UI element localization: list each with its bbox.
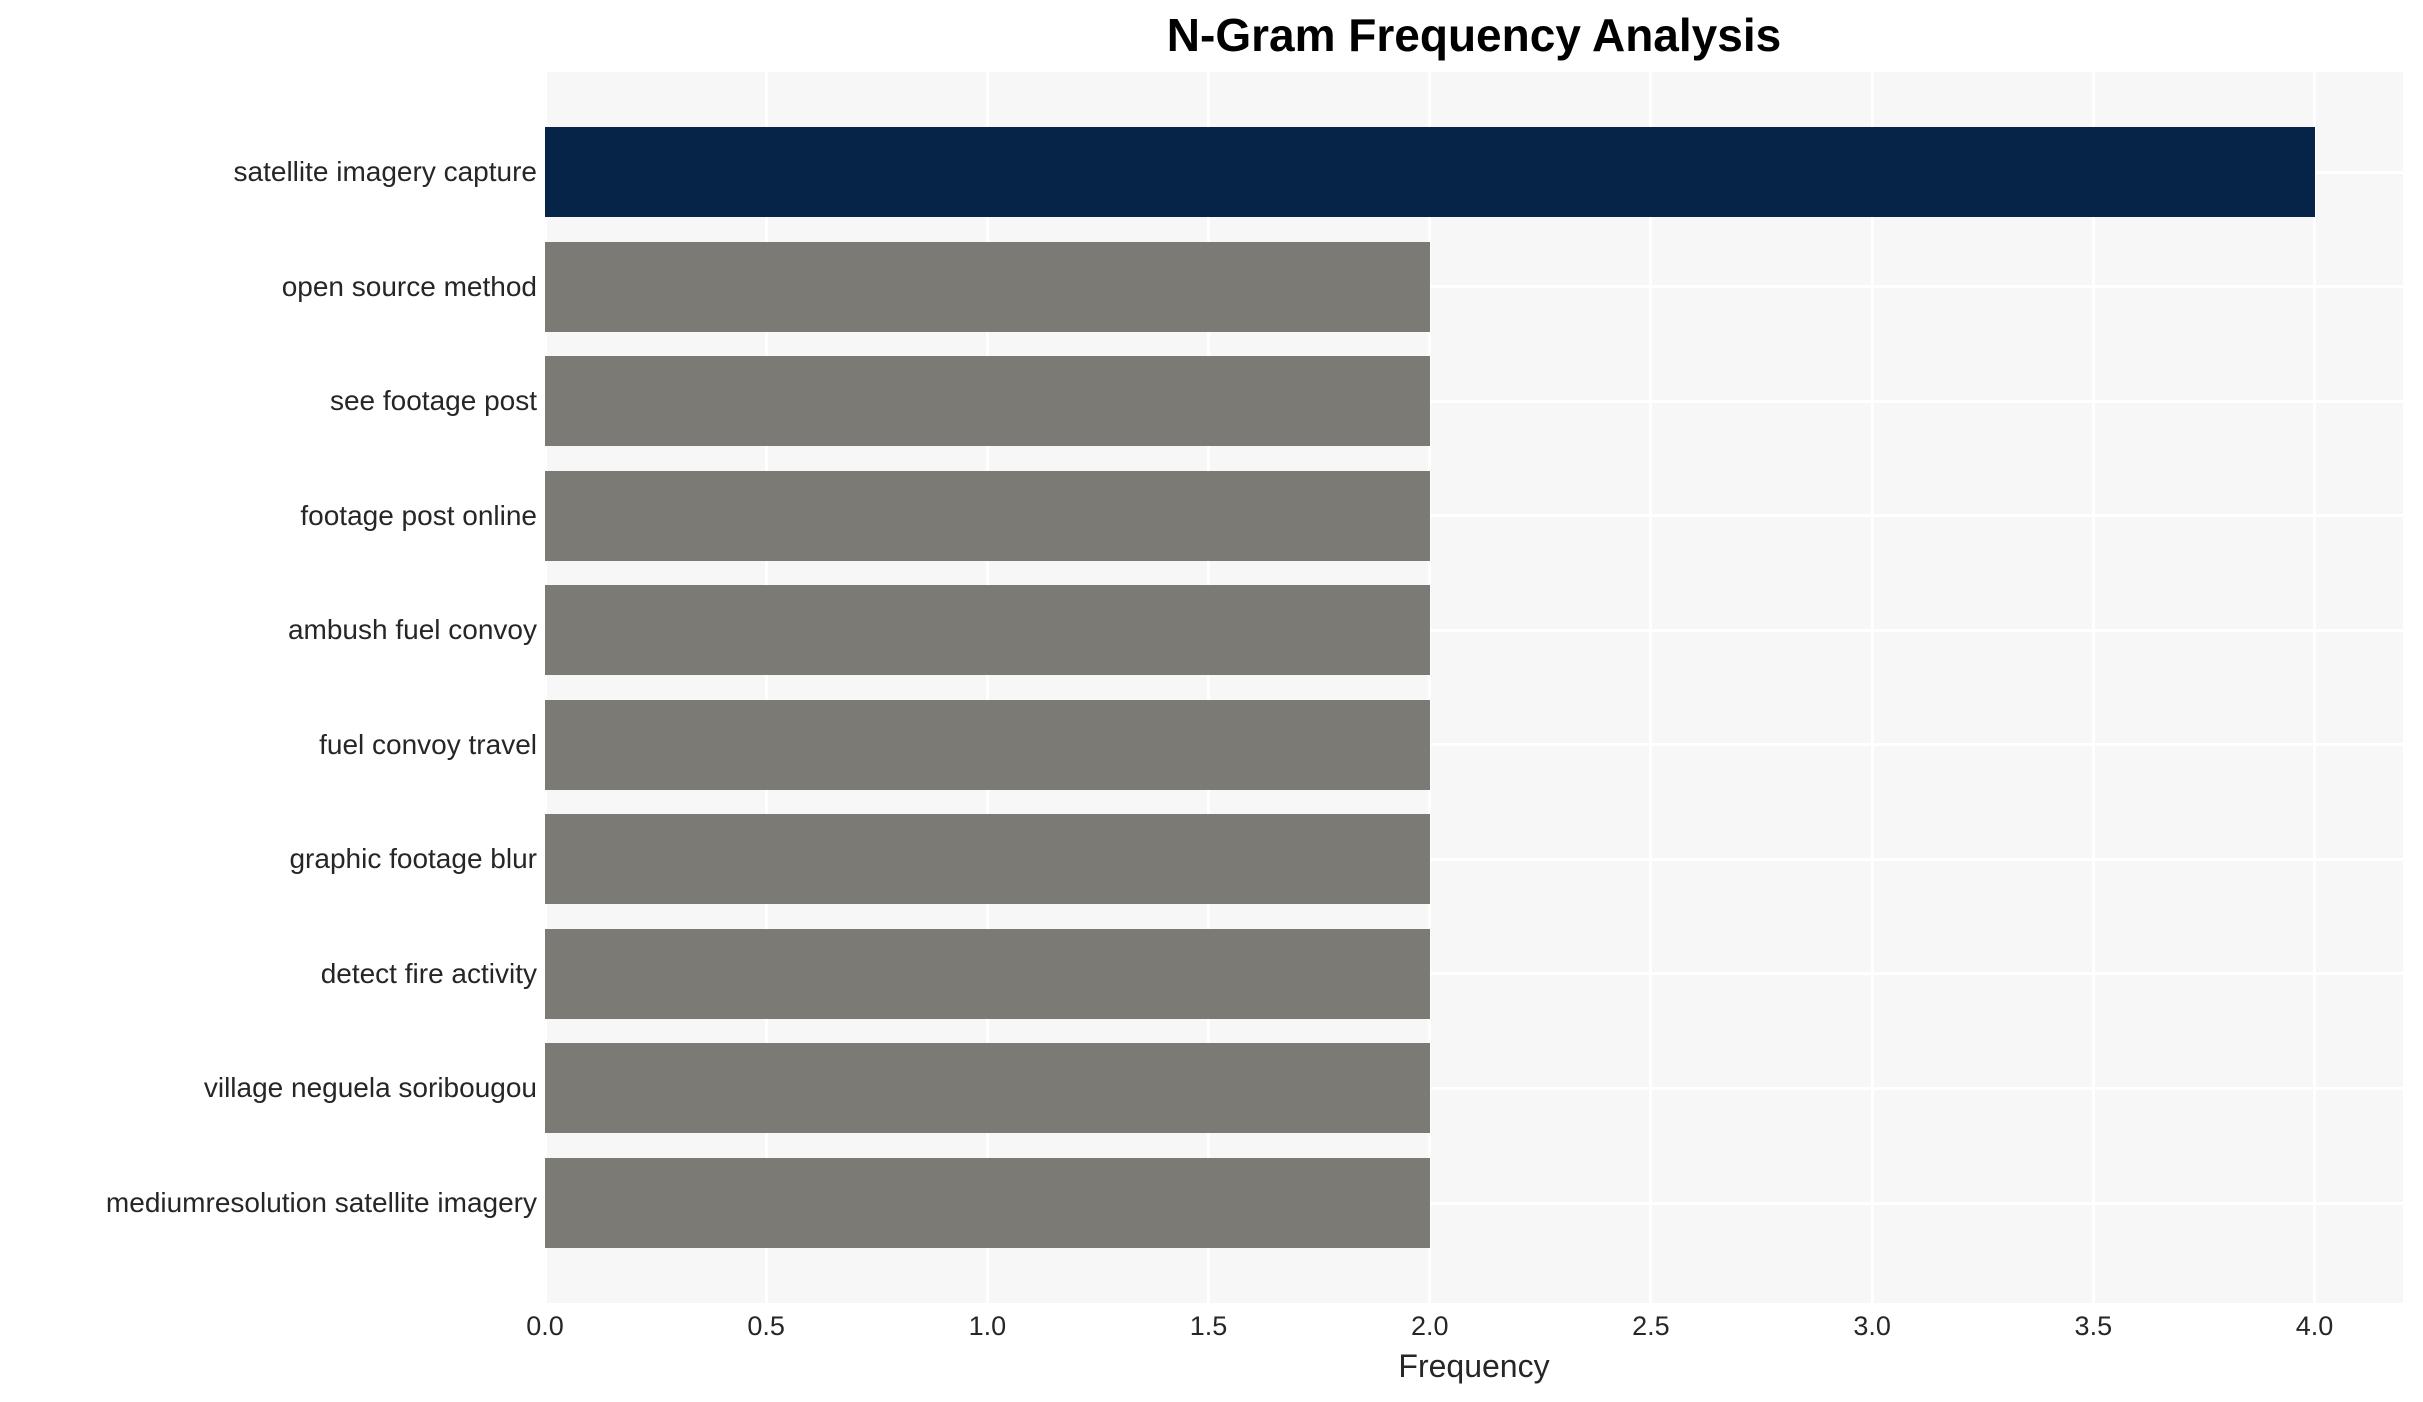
x-tick-label: 0.5 <box>747 1311 785 1341</box>
bar <box>545 241 1430 332</box>
category-label: fuel convoy travel <box>319 728 537 760</box>
v-gridline <box>764 72 768 1303</box>
category-label: detect fire activity <box>320 957 537 989</box>
x-tick-label: 4.0 <box>2295 1311 2334 1341</box>
plot-area <box>543 72 2403 1303</box>
bar <box>545 356 1430 447</box>
v-gridline <box>1649 72 1653 1303</box>
h-gridline <box>545 743 2403 747</box>
bar <box>545 127 2315 217</box>
category-label: graphic footage blur <box>289 843 537 875</box>
x-tick-label: 3.5 <box>2074 1311 2113 1341</box>
bar <box>545 928 1430 1019</box>
category-label: ambush fuel convoy <box>287 614 537 646</box>
v-gridline <box>543 72 547 1303</box>
v-gridline <box>2091 72 2095 1303</box>
x-tick-label: 1.0 <box>968 1311 1007 1341</box>
x-tick-label: 3.0 <box>1853 1311 1891 1341</box>
bar <box>545 470 1430 561</box>
h-gridline <box>545 857 2403 861</box>
h-gridline <box>545 399 2403 403</box>
bar <box>545 585 1430 676</box>
category-label: see footage post <box>329 385 537 417</box>
bar <box>545 699 1430 790</box>
category-label: mediumresolution satellite imagery <box>105 1187 537 1218</box>
h-gridline <box>545 972 2403 976</box>
x-tick-label: 2.0 <box>1410 1311 1449 1341</box>
category-label: satellite imagery capture <box>233 156 537 187</box>
h-gridline <box>545 514 2403 518</box>
bar <box>545 1043 1430 1134</box>
x-tick-label: 0.0 <box>526 1311 564 1341</box>
bar <box>545 814 1430 905</box>
h-gridline <box>545 628 2403 632</box>
v-gridline <box>1870 72 1874 1303</box>
h-gridline <box>545 1086 2403 1090</box>
category-label: footage post online <box>300 499 537 531</box>
v-gridline <box>985 72 989 1303</box>
v-gridline <box>1207 72 1211 1303</box>
category-label: open source method <box>281 270 537 302</box>
x-axis-label: Frequency <box>1398 1348 1550 1384</box>
v-gridline <box>2313 72 2317 1303</box>
category-label: village neguela soribougou <box>203 1072 537 1104</box>
bar <box>545 1158 1430 1248</box>
chart-title: N-Gram Frequency Analysis <box>1166 9 1782 61</box>
h-gridline <box>545 285 2403 289</box>
x-tick-label: 2.5 <box>1632 1311 1670 1341</box>
h-gridline <box>545 1201 2403 1205</box>
x-tick-label: 1.5 <box>1189 1311 1228 1341</box>
y-axis-labels: satellite imagery capture open source met… <box>0 72 537 1303</box>
v-gridline <box>1428 72 1432 1303</box>
x-axis-ticks: 0.0 0.5 1.0 1.5 2.0 2.5 3.0 3.5 4.0 <box>526 1306 2403 1346</box>
